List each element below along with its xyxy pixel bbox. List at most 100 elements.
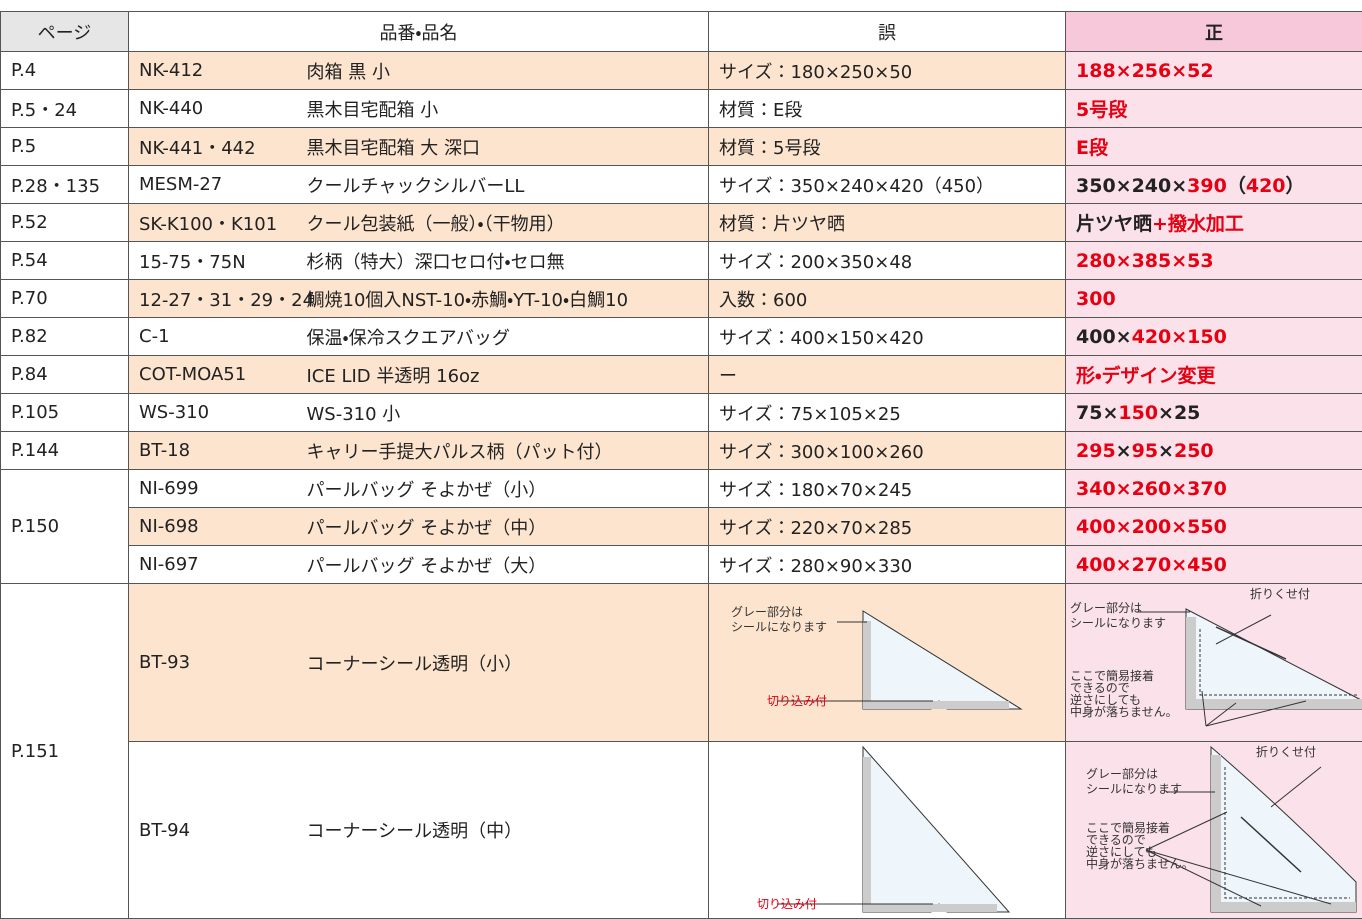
page-cell: P.54 [1, 242, 129, 280]
name-cell: 肉箱 黒 小 [301, 52, 709, 90]
code-cell: 12-27・31・29・24 [129, 280, 301, 318]
page-cell: P.70 [1, 280, 129, 318]
correct-text: ） [1286, 175, 1305, 197]
correct-cell: 400×420×150 [1066, 318, 1362, 356]
correct-text: +撥水加工 [1152, 213, 1244, 235]
figure-note: グレー部分は [1086, 767, 1158, 781]
correct-cell: 400×270×450 [1066, 546, 1362, 584]
figure-note: 中身が落ちません。 [1086, 856, 1194, 871]
correct-cell: E段 [1066, 128, 1362, 166]
figure-note: グレー部分は [731, 605, 803, 619]
name-cell: ICE LID 半透明 16oz [301, 356, 709, 394]
figure: グレー部分はシールになります折りくせ付ここで簡易接着できるので逆さにしても中身が… [1066, 584, 1362, 741]
figure-note: 切り込み付 [767, 694, 827, 708]
correct-text: 400×200×550 [1076, 516, 1227, 538]
name-cell: パールバッグ そよかぜ（大） [301, 546, 709, 584]
correct-text: 95 [1132, 440, 1158, 462]
correct-text: 75× [1076, 402, 1118, 424]
correct-cell: 片ツヤ晒+撥水加工 [1066, 204, 1362, 242]
header-page: ページ [1, 12, 129, 52]
correct-text: 420×150 [1132, 326, 1227, 348]
name-cell: クール包装紙（一般）・（干物用） [301, 204, 709, 242]
correct-cell: グレー部分はシールになります折りくせ付ここで簡易接着できるので逆さにしても中身が… [1066, 742, 1362, 919]
correct-text: （ [1227, 175, 1246, 197]
code-cell: BT-18 [129, 432, 301, 470]
correct-cell: 400×200×550 [1066, 508, 1362, 546]
wrong-cell: 切り込み付 [709, 742, 1066, 919]
correct-cell: グレー部分はシールになります折りくせ付ここで簡易接着できるので逆さにしても中身が… [1066, 584, 1362, 742]
page-cell: P.82 [1, 318, 129, 356]
page-cell: P.151 [1, 584, 129, 919]
correct-text: 295 [1076, 440, 1116, 462]
figure: グレー部分はシールになります折りくせ付ここで簡易接着できるので逆さにしても中身が… [1066, 742, 1362, 918]
page-cell: P.5 [1, 128, 129, 166]
correct-text: 280×385×53 [1076, 250, 1214, 272]
name-cell: コーナーシール透明（小） [301, 584, 709, 742]
wrong-cell: ー [709, 356, 1066, 394]
correct-cell: 75×150×25 [1066, 394, 1362, 432]
wrong-cell: サイズ：350×240×420（450） [709, 166, 1066, 204]
name-cell: 保温・保冷スクエアバッグ [301, 318, 709, 356]
code-cell: MESM-27 [129, 166, 301, 204]
header-wrong: 誤 [709, 12, 1066, 52]
header-product: 品番・品名 [129, 12, 709, 52]
name-cell: 黒木目宅配箱 大 深口 [301, 128, 709, 166]
name-cell: 鯛焼10個入NST-10・赤鯛・YT-10・白鯛10 [301, 280, 709, 318]
wrong-cell: サイズ：75×105×25 [709, 394, 1066, 432]
correct-cell: 5号段 [1066, 90, 1362, 128]
wrong-cell: 入数：600 [709, 280, 1066, 318]
correct-text: 250 [1174, 440, 1214, 462]
correct-cell: 295×95×250 [1066, 432, 1362, 470]
name-cell: 黒木目宅配箱 小 [301, 90, 709, 128]
code-cell: NI-698 [129, 508, 301, 546]
wrong-cell: サイズ：220×70×285 [709, 508, 1066, 546]
figure-note: シールになります [731, 620, 827, 634]
correct-cell: 350×240×390（420） [1066, 166, 1362, 204]
code-cell: 15-75・75N [129, 242, 301, 280]
header-correct: 正 [1066, 12, 1362, 52]
wrong-cell: 材質：5号段 [709, 128, 1066, 166]
figure: 切り込み付 [709, 742, 1066, 918]
wrong-cell: サイズ：400×150×420 [709, 318, 1066, 356]
name-cell: 杉柄（特大）深口セロ付・セロ無 [301, 242, 709, 280]
correct-cell: 形・デザイン変更 [1066, 356, 1362, 394]
wrong-cell: 材質：E段 [709, 90, 1066, 128]
correct-cell: 340×260×370 [1066, 470, 1362, 508]
page-cell: P.144 [1, 432, 129, 470]
correct-cell: 300 [1066, 280, 1362, 318]
name-cell: キャリー手提大パルス柄（パット付） [301, 432, 709, 470]
page-cell: P.84 [1, 356, 129, 394]
code-cell: NI-697 [129, 546, 301, 584]
code-cell: SK-K100・K101 [129, 204, 301, 242]
correct-text: 350×240× [1076, 175, 1187, 197]
correct-cell: 280×385×53 [1066, 242, 1362, 280]
name-cell: パールバッグ そよかぜ（中） [301, 508, 709, 546]
figure-note: 切り込み付 [757, 897, 817, 911]
correct-text: 300 [1076, 288, 1116, 310]
code-cell: NK-412 [129, 52, 301, 90]
code-cell: COT-MOA51 [129, 356, 301, 394]
correct-text: 188×256×52 [1076, 60, 1214, 82]
name-cell: WS-310 小 [301, 394, 709, 432]
figure-note: 折りくせ付 [1256, 744, 1316, 759]
correct-cell: 188×256×52 [1066, 52, 1362, 90]
code-cell: NK-440 [129, 90, 301, 128]
wrong-cell: サイズ：300×100×260 [709, 432, 1066, 470]
figure-note: 中身が落ちません。 [1070, 704, 1178, 719]
correct-text: 形・デザイン変更 [1076, 365, 1215, 387]
correct-text: × [1158, 440, 1174, 462]
code-cell: WS-310 [129, 394, 301, 432]
correct-text: 390 [1187, 175, 1227, 197]
